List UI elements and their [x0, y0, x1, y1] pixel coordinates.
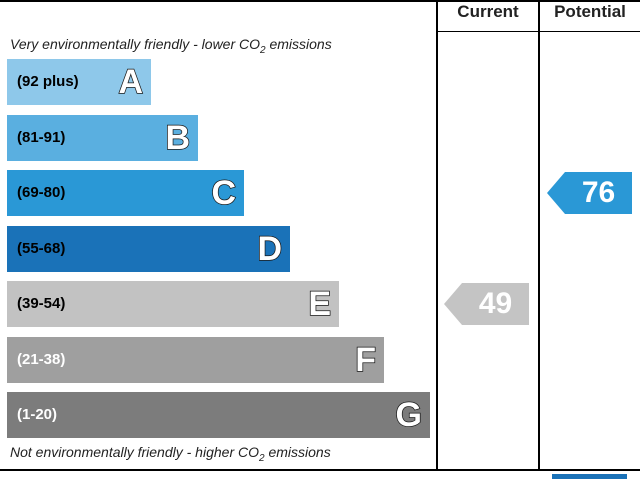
- band-letter: C: [211, 173, 237, 213]
- band-range-label: (1-20): [17, 406, 58, 423]
- top-caption-subscript: 2: [260, 44, 266, 56]
- top-caption-o: O: [249, 36, 261, 52]
- band-letter: G: [395, 395, 423, 435]
- frame-top-border: [0, 0, 640, 2]
- bottom-caption-o: O: [248, 444, 259, 460]
- band-range-label: (39-54): [17, 295, 66, 312]
- band-range-label: (81-91): [17, 129, 66, 146]
- band-letter: D: [257, 229, 283, 269]
- frame-divider-right: [538, 0, 540, 470]
- bottom-caption-text: Not environmentally friendly - higher C: [10, 444, 249, 460]
- bottom-caption-subscript: 2: [259, 452, 265, 464]
- current-rating-value: 49: [478, 287, 513, 320]
- band-b: (81-91) B: [7, 115, 198, 161]
- potential-arrow-shape: [547, 172, 632, 214]
- band-letter: E: [308, 284, 332, 324]
- band-range-label: (21-38): [17, 351, 66, 368]
- band-letter: B: [165, 118, 191, 158]
- bottom-caption-suffix: emissions: [264, 444, 331, 460]
- band-range-label: (69-80): [17, 184, 66, 201]
- band-d: (55-68) D: [7, 226, 290, 272]
- potential-rating-value: 76: [581, 176, 616, 209]
- next-row-accent: [552, 474, 627, 479]
- top-caption: Very environmentally friendly - lower CO…: [10, 36, 332, 56]
- frame-bottom-border: [0, 469, 640, 471]
- top-caption-text: Very environmentally friendly - lower C: [10, 36, 250, 52]
- band-range-label: (55-68): [17, 240, 66, 257]
- current-rating-arrow: 49: [444, 283, 529, 325]
- current-arrow-shape: [444, 283, 529, 325]
- band-g: (1-20) G: [7, 392, 430, 438]
- band-f: (21-38) F: [7, 337, 384, 383]
- band-c: (69-80) C: [7, 170, 244, 216]
- band-range-label: (92 plus): [17, 73, 79, 90]
- top-caption-suffix: emissions: [265, 36, 332, 52]
- current-column-header: Current: [457, 2, 519, 21]
- frame-divider-left: [436, 0, 438, 470]
- band-a: (92 plus) A: [7, 59, 151, 105]
- potential-column-header: Potential: [554, 2, 626, 21]
- band-letter: F: [354, 340, 376, 380]
- bottom-caption: Not environmentally friendly - higher CO…: [10, 444, 331, 464]
- band-e: (39-54) E: [7, 281, 339, 327]
- potential-rating-arrow: 76: [547, 172, 632, 214]
- band-letter: A: [118, 62, 144, 102]
